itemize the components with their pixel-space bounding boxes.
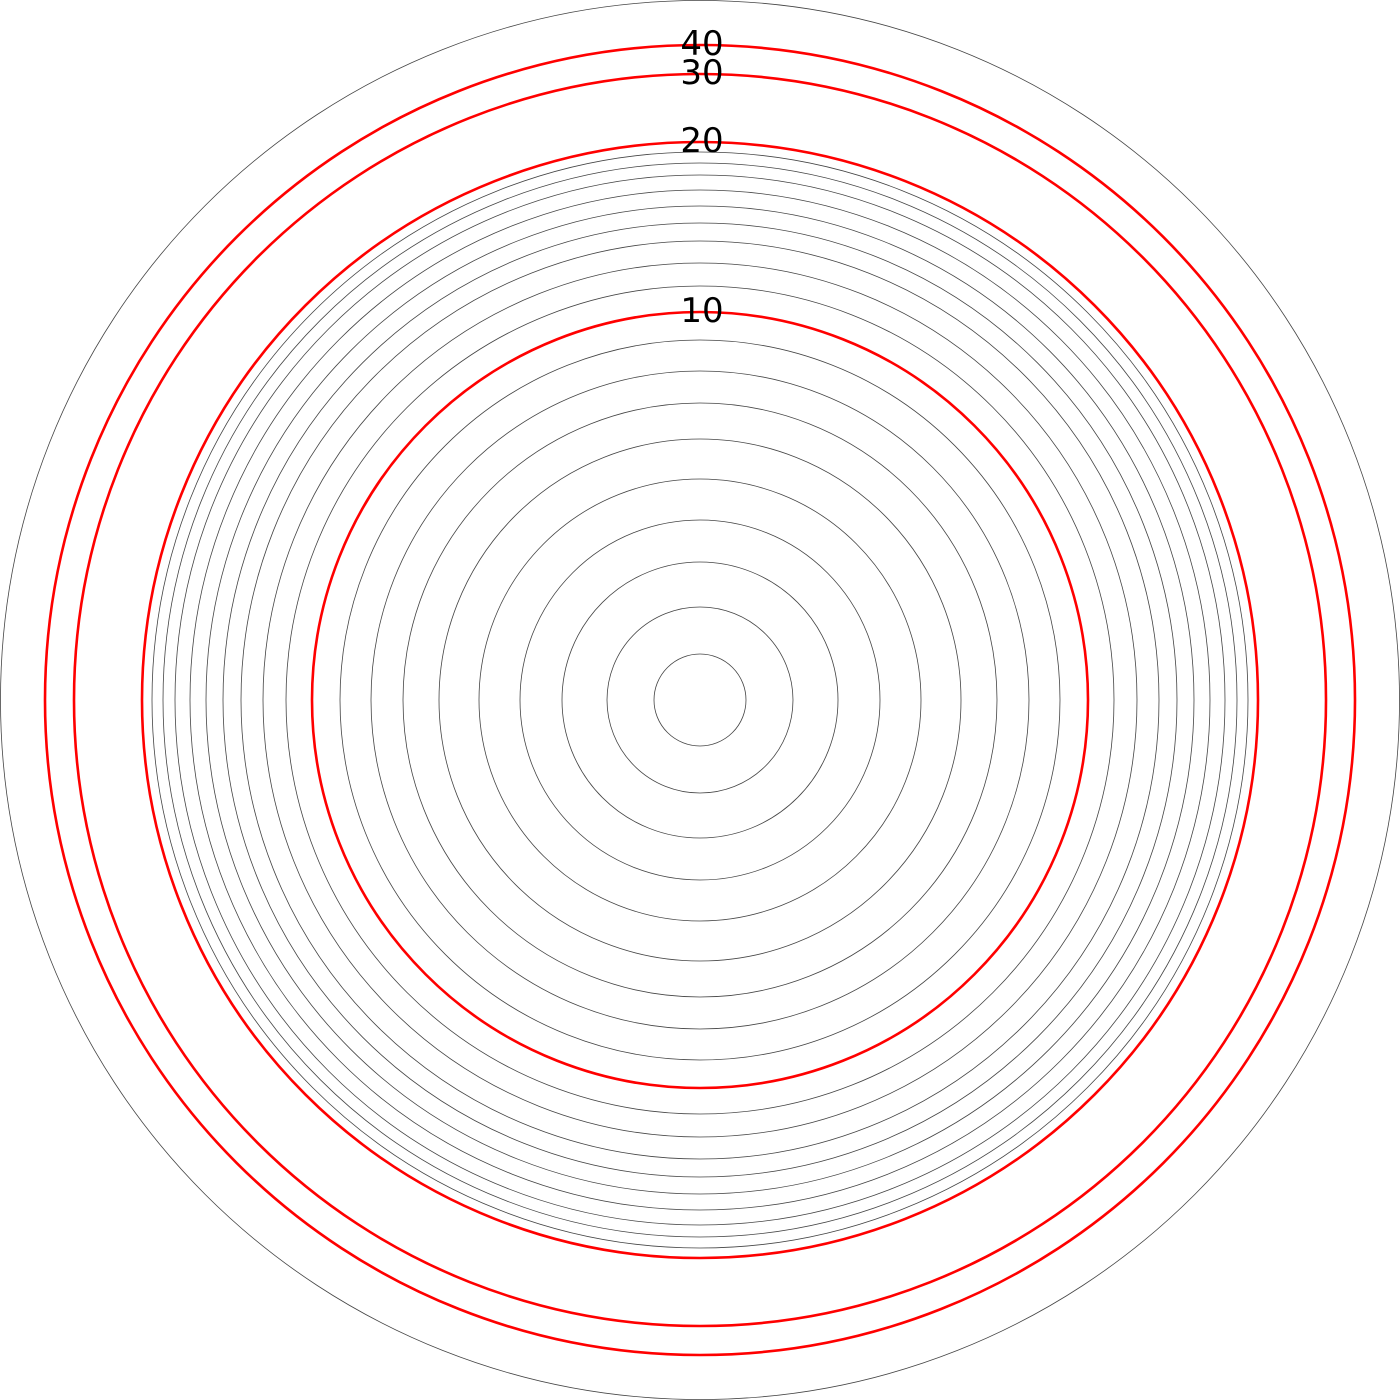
ring-18 (162, 162, 1238, 1238)
ring-17 (174, 174, 1226, 1226)
ring-label-30: 30 (680, 53, 723, 93)
highlight-ring-20 (140, 140, 1260, 1260)
ring-19 (151, 151, 1249, 1249)
ring-2 (606, 606, 794, 794)
ring-label-40: 40 (680, 24, 723, 64)
ring-14 (222, 222, 1178, 1178)
ring-8 (370, 370, 1030, 1030)
highlight-ring-40 (43, 43, 1357, 1357)
ring-7 (402, 402, 998, 998)
ring-1 (653, 653, 747, 747)
ring-6 (438, 438, 962, 962)
ring-16 (189, 189, 1211, 1211)
ring-12 (262, 262, 1138, 1138)
ring-11 (285, 285, 1115, 1115)
ring-3 (561, 561, 839, 839)
ring-9 (339, 339, 1061, 1061)
highlight-ring-10 (310, 310, 1090, 1090)
ring-label-20: 20 (680, 121, 723, 161)
ring-13 (240, 240, 1160, 1160)
ring-15 (205, 205, 1195, 1195)
highlight-ring-30 (72, 72, 1328, 1328)
ring-label-10: 10 (680, 291, 723, 331)
ring-5 (478, 478, 922, 922)
ring-4 (519, 519, 881, 881)
